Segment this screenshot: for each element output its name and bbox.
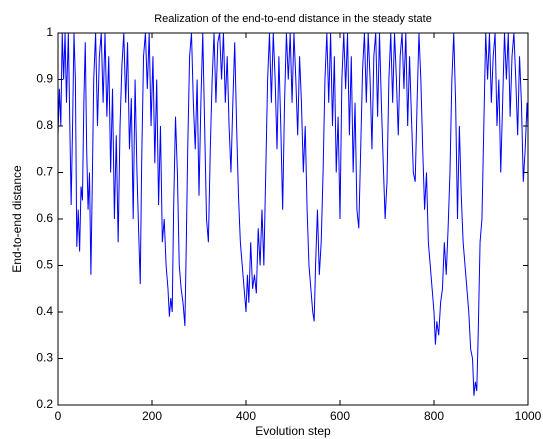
y-tick-label: 0.5: [36, 258, 53, 272]
data-line: [57, 32, 529, 396]
y-tick-label: 0.4: [36, 304, 53, 318]
x-tick-label: 800: [424, 409, 444, 423]
y-tick-label: 0.2: [36, 397, 53, 411]
y-tick-label: 0.6: [36, 211, 53, 225]
x-tick-label: 200: [142, 409, 162, 423]
x-tick-label: 0: [55, 409, 62, 423]
x-tick-label: 1000: [515, 409, 542, 423]
y-tick-label: 0.7: [36, 165, 53, 179]
y-axis-label: End-to-end distance: [10, 165, 24, 273]
chart-title: Realization of the end-to-end distance i…: [154, 13, 432, 25]
x-tick-label: 400: [236, 409, 256, 423]
y-tick-label: 1: [46, 25, 53, 39]
y-tick-label: 0.3: [36, 351, 53, 365]
y-tick-label: 0.8: [36, 118, 53, 132]
x-axis-label: Evolution step: [255, 424, 331, 438]
y-tick-label: 0.9: [36, 72, 53, 86]
x-tick-label: 600: [330, 409, 350, 423]
